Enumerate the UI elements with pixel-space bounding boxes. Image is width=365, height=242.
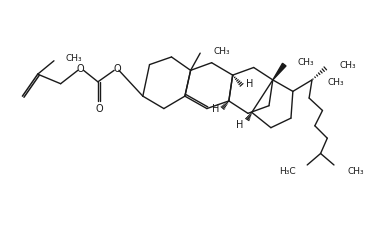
Text: O: O [77, 64, 85, 74]
Text: H₃C: H₃C [279, 167, 296, 176]
Text: CH₃: CH₃ [347, 167, 364, 176]
Text: CH₃: CH₃ [65, 54, 82, 63]
Text: H: H [212, 104, 219, 113]
Text: CH₃: CH₃ [327, 78, 344, 87]
Text: CH₃: CH₃ [340, 61, 356, 70]
Text: CH₃: CH₃ [297, 58, 314, 67]
Text: O: O [113, 64, 121, 74]
Text: CH₃: CH₃ [214, 47, 230, 56]
Polygon shape [273, 63, 286, 80]
Text: H: H [246, 79, 253, 89]
Text: H: H [236, 120, 243, 130]
Text: O: O [95, 104, 103, 113]
